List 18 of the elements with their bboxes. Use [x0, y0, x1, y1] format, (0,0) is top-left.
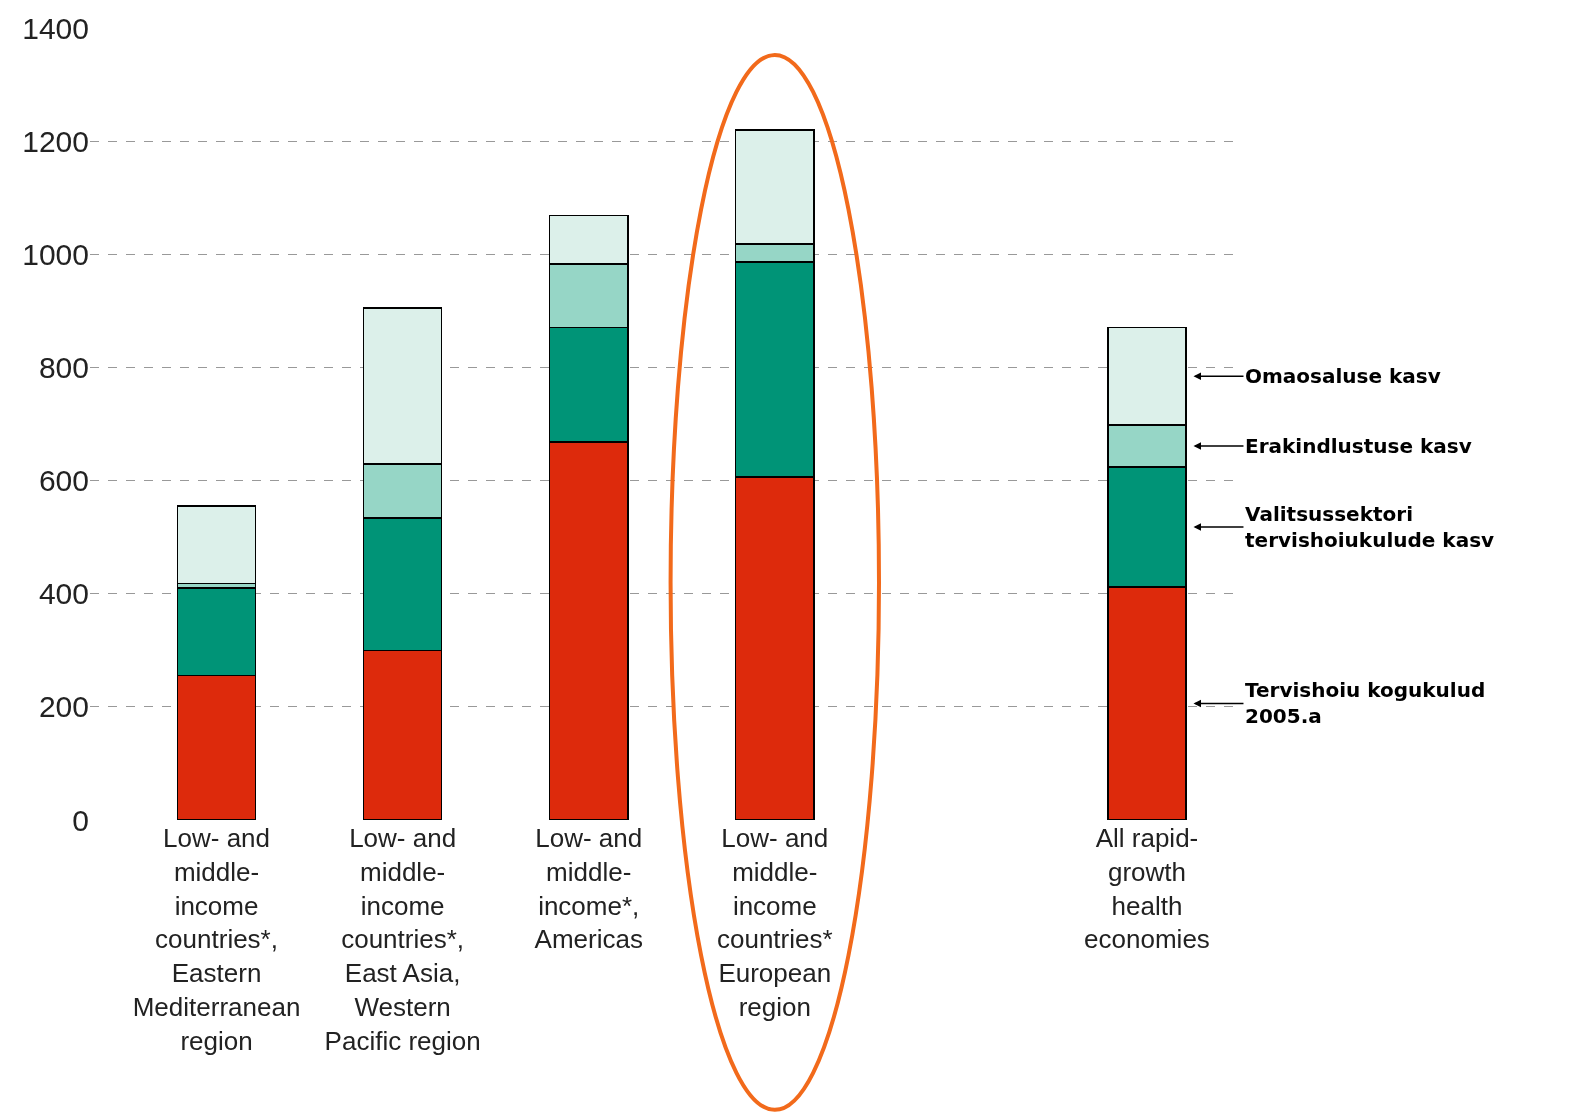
- x-tick-label: All rapid- growth health economies: [1084, 823, 1210, 955]
- y-tick-label: 600: [38, 464, 89, 498]
- x-tick-label: Low- and middle- income*, Americas: [534, 823, 643, 955]
- y-tick-label: 0: [72, 803, 89, 837]
- y-tick-label: 200: [38, 690, 89, 724]
- y-tick-label: 400: [38, 577, 89, 611]
- legend-label: Tervishoiu kogukulud 2005.a: [1245, 678, 1486, 728]
- y-tick-label: 1400: [22, 11, 89, 45]
- legend-label: Valitsussektori tervishoiukulude kasv: [1245, 502, 1495, 552]
- y-tick-label: 800: [38, 350, 89, 384]
- x-tick-label: Low- and middle- income countries* European region: [716, 823, 833, 1022]
- legend-label: Erakindlustuse kasv: [1245, 434, 1472, 458]
- bar: [176, 505, 257, 585]
- y-tick-label: 1200: [22, 124, 89, 158]
- x-tick-label: Low- and middle- income countries*, East Asia, Western Pacific region: [324, 823, 481, 1056]
- legend-label: Omaosaluse kasv: [1245, 364, 1441, 388]
- y-tick-label: 1000: [22, 237, 89, 271]
- x-tick-label: Low- and middle- income countries*, Eastern Mediterranean region: [132, 823, 301, 1056]
